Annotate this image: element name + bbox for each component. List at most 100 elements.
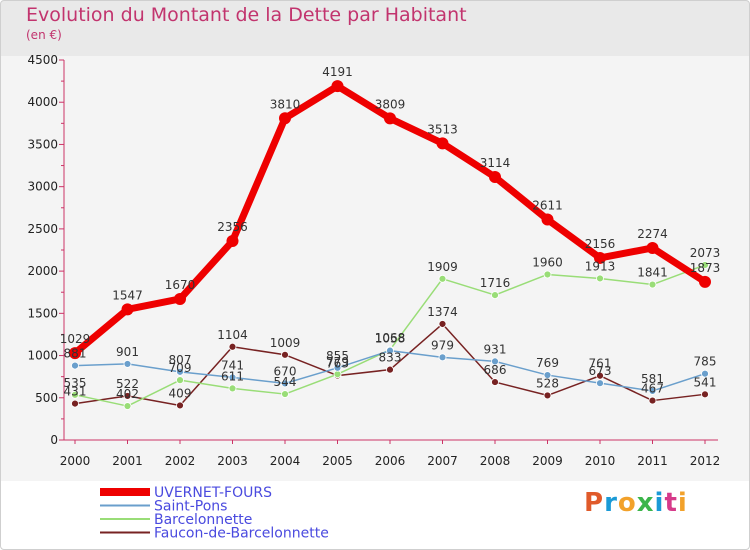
legend: UVERNET-FOURSSaint-PonsBarcelonnetteFauc… <box>100 485 329 542</box>
legend-label: Saint-Pons <box>154 499 227 515</box>
x-tick-label: 2006 <box>375 454 406 468</box>
x-tick-label: 2012 <box>690 454 721 468</box>
data-label: 1029 <box>60 332 91 346</box>
legend-label: Faucon-de-Barcelonnette <box>154 526 329 542</box>
data-label: 4191 <box>322 65 353 79</box>
y-tick-label: 500 <box>35 391 58 405</box>
series-0 <box>69 80 711 360</box>
data-point <box>541 213 554 226</box>
data-point <box>646 241 659 254</box>
data-point <box>648 387 657 395</box>
data-point <box>71 399 79 408</box>
data-point <box>701 390 709 399</box>
data-label: 528 <box>536 376 559 390</box>
x-tick-label: 2008 <box>480 454 511 468</box>
data-point <box>228 384 237 393</box>
data-label: 979 <box>431 338 454 352</box>
y-tick-label: 2500 <box>27 222 58 236</box>
logo-letter: i <box>677 488 688 518</box>
data-label: 1547 <box>112 288 143 302</box>
data-point <box>438 274 447 283</box>
data-point <box>333 370 342 379</box>
data-label: 1960 <box>532 255 563 269</box>
x-tick-label: 2003 <box>217 454 248 468</box>
data-label: 1913 <box>585 259 616 273</box>
data-point <box>71 361 79 370</box>
data-label: 785 <box>694 355 717 369</box>
data-label: 431 <box>64 385 87 399</box>
data-point <box>279 112 291 125</box>
data-label: 1058 <box>375 332 406 346</box>
y-tick-label: 0 <box>50 433 58 447</box>
data-label: 1873 <box>690 261 721 275</box>
logo-letter: x <box>636 488 655 518</box>
data-label: 1068 <box>375 331 406 345</box>
y-tick-label: 1000 <box>27 349 58 363</box>
data-label: 409 <box>169 386 192 400</box>
data-point <box>596 379 604 388</box>
data-point <box>174 292 186 305</box>
y-tick-label: 3000 <box>27 180 58 194</box>
data-point <box>438 320 447 328</box>
data-label: 855 <box>326 349 349 363</box>
data-point <box>69 347 81 360</box>
data-label: 1009 <box>270 336 301 350</box>
data-point <box>543 270 552 279</box>
data-label: 1670 <box>165 278 196 292</box>
data-label: 2611 <box>532 199 563 213</box>
data-point <box>123 392 132 400</box>
data-point <box>596 274 604 283</box>
data-point <box>121 303 134 316</box>
data-label: 1374 <box>427 305 458 319</box>
data-label: 763 <box>326 357 349 371</box>
x-tick-label: 2010 <box>585 454 616 468</box>
data-label: 779 <box>326 355 349 369</box>
data-label: 2356 <box>217 220 248 234</box>
logo-letter: i <box>654 488 665 518</box>
data-point <box>331 80 344 93</box>
legend-label: UVERNET-FOURS <box>154 485 272 501</box>
data-point <box>333 363 342 372</box>
data-label: 807 <box>169 353 192 367</box>
data-label: 769 <box>536 356 559 370</box>
data-label: 3810 <box>270 97 301 111</box>
data-point <box>226 235 239 248</box>
data-point <box>281 350 289 359</box>
data-point <box>648 396 657 405</box>
data-point <box>176 376 184 385</box>
logo-letter: o <box>617 488 637 518</box>
data-point <box>71 390 79 399</box>
data-point <box>648 280 657 289</box>
data-label: 673 <box>589 364 612 378</box>
data-point <box>228 373 237 382</box>
data-point <box>384 112 396 125</box>
data-labels-0: 1029 1547 1670 2356 3810 4191 3809 3513 3114 2611… <box>60 65 721 346</box>
data-labels-2: 535 402 709 611 544 779 1068 1909 1716 1960 1913 18… <box>64 246 721 401</box>
data-label: 1909 <box>427 260 458 274</box>
x-tick-label: 2000 <box>60 454 91 468</box>
x-tick-label: 2011 <box>637 454 668 468</box>
data-point <box>438 353 447 362</box>
data-label: 2156 <box>585 237 616 251</box>
data-point <box>543 391 552 400</box>
y-tick-label: 4000 <box>27 95 58 109</box>
data-label: 881 <box>64 347 87 361</box>
chart-title: Evolution du Montant de la Dette par Hab… <box>26 4 467 26</box>
logo-letter: P <box>584 488 605 518</box>
data-label: 686 <box>484 363 507 377</box>
data-point <box>596 371 604 380</box>
data-labels-1: 881 901 807 741 670 855 1058 979 931 769 673 581 785 <box>64 332 717 386</box>
data-label: 535 <box>64 376 87 390</box>
data-label: 541 <box>694 375 717 389</box>
proxiti-logo: Proxiti <box>584 488 688 518</box>
data-point <box>123 402 132 410</box>
x-tick-label: 2009 <box>532 454 563 468</box>
data-point <box>386 346 394 355</box>
data-point <box>176 367 184 376</box>
data-label: 2073 <box>690 246 721 260</box>
chart-subtitle: (en €) <box>26 28 62 42</box>
series-1 <box>71 346 709 395</box>
data-label: 2274 <box>637 227 668 241</box>
y-tick-label: 1500 <box>27 306 58 320</box>
data-label: 402 <box>116 387 139 401</box>
